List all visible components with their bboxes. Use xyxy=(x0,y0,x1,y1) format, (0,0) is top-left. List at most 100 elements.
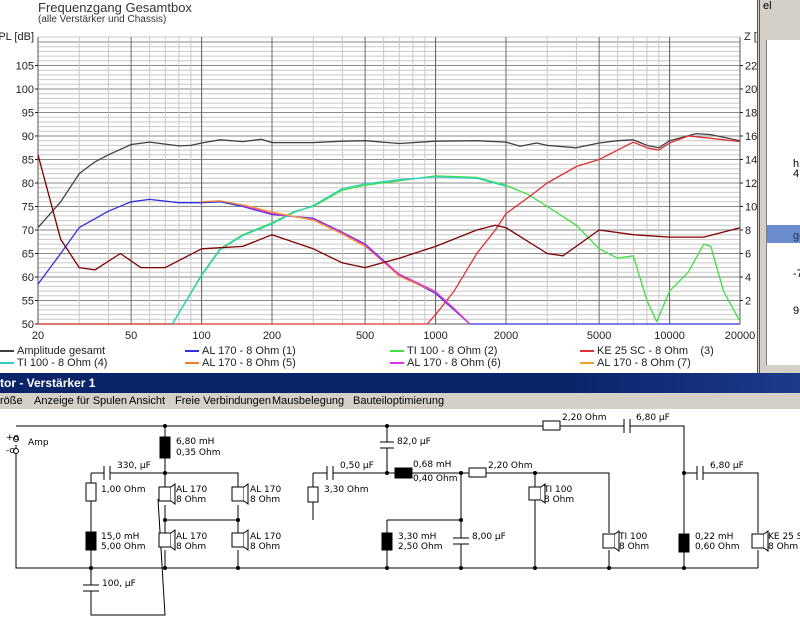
resistor-icon xyxy=(468,467,487,478)
capacitor-c6-value[interactable]: 6,80 µF xyxy=(636,413,670,423)
window-title-bar[interactable]: tor - Verstärker 1 xyxy=(0,373,800,393)
menu-anzeige-fuer-spulen[interactable]: Anzeige für Spulen xyxy=(34,395,127,407)
legend-item: AL 170 - 8 Ohm (7) xyxy=(580,357,691,369)
chart-subtitle: (alle Verstärker und Chassis) xyxy=(38,14,167,25)
speaker-2-impedance[interactable]: 8 Ohm xyxy=(250,495,281,505)
inductor-l2-value[interactable]: 15,0 mH xyxy=(101,532,140,542)
speaker-4-impedance[interactable]: 8 Ohm xyxy=(250,542,281,552)
legend-item: TI 100 - 8 Ohm (4) xyxy=(0,357,107,369)
speaker-6-impedance[interactable]: 8 Ohm xyxy=(619,542,650,552)
capacitor-c3-value[interactable]: 82,0 µF xyxy=(397,437,431,447)
resistor-r1-value[interactable]: 1,00 Ohm xyxy=(101,485,146,495)
inductor-l5-value[interactable]: 0,22 mH xyxy=(695,532,734,542)
legend-label: Amplitude gesamt xyxy=(17,345,106,357)
y2-axis-label: Z [Ohm] xyxy=(744,31,758,43)
speaker-1-name[interactable]: AL 170 xyxy=(176,485,208,495)
capacitor-c5-value[interactable]: 8,00 µF xyxy=(472,532,506,542)
capacitor-icon xyxy=(83,584,99,592)
resistor-r3-value[interactable]: 2,20 Ohm xyxy=(488,461,533,471)
schematic-drawing xyxy=(13,419,769,616)
legend-swatch xyxy=(390,350,404,352)
legend-item: AL 170 - 8 Ohm (5) xyxy=(185,357,296,369)
resistor-icon xyxy=(542,420,561,431)
speaker-5-name[interactable]: TI 100 xyxy=(544,485,573,495)
circuit-schematic[interactable]: +o -o Amp 6,80 mH 0,35 Ohm 330, µF 1,00 … xyxy=(0,409,800,632)
capacitor-icon xyxy=(623,419,631,433)
capacitor-c1-value[interactable]: 330, µF xyxy=(117,461,151,471)
junction-dots xyxy=(89,424,686,570)
inductor-l2-resistance[interactable]: 5,00 Ohm xyxy=(101,542,146,552)
speaker-6-name[interactable]: TI 100 xyxy=(619,532,648,542)
inductor-l1-value[interactable]: 6,80 mH xyxy=(176,437,215,447)
menu-bauteiloptimierung[interactable]: Bauteiloptimierung xyxy=(353,395,445,407)
legend-label: TI 100 - 8 Ohm (2) xyxy=(407,345,498,357)
legend-swatch xyxy=(390,362,404,364)
speaker-2-name[interactable]: AL 170 xyxy=(250,485,282,495)
frequency-response-chart: 50 55 60 65 70 75 80 85 90 95 100 105 2 4 6 8 10 12 14 16 18… xyxy=(0,0,758,369)
speaker-icon xyxy=(231,483,249,505)
window-title: tor - Verstärker 1 xyxy=(0,376,96,390)
capacitor-icon xyxy=(380,441,394,449)
fragment-text: 4. xyxy=(793,168,800,180)
capacitor-icon xyxy=(696,466,704,480)
speaker-1-impedance[interactable]: 8 Ohm xyxy=(176,495,207,505)
speaker-7-name[interactable]: KE 25 S xyxy=(768,532,800,542)
y2-tick-label: 8 xyxy=(745,225,751,237)
y-tick-label: 75 xyxy=(22,202,34,214)
legend-item: AL 170 - 8 Ohm (1) xyxy=(185,345,296,357)
speaker-icon xyxy=(231,529,249,551)
inductor-icon xyxy=(394,467,413,479)
background-window[interactable]: el h 4. ge -7 9 xyxy=(757,0,800,373)
inductor-l1-resistance[interactable]: 0,35 Ohm xyxy=(176,448,221,458)
menu-ansicht[interactable]: Ansicht xyxy=(129,395,166,407)
speaker-7-impedance[interactable]: 8 Ohm xyxy=(768,542,799,552)
series-line-ti-100-8-ohm-2- xyxy=(38,175,741,325)
amp-label: Amp xyxy=(28,438,49,448)
capacitor-c2-value[interactable]: 100, µF xyxy=(102,579,136,589)
resistor-icon xyxy=(85,482,97,502)
resistors xyxy=(85,420,561,503)
y2-tick-label: 6 xyxy=(745,249,751,261)
amp-plus-terminal[interactable]: +o xyxy=(6,433,20,443)
speaker-4-name[interactable]: AL 170 xyxy=(250,532,282,542)
inductor-icon xyxy=(85,531,97,551)
capacitors xyxy=(83,419,704,592)
inductor-l4-value[interactable]: 3,30 mH xyxy=(398,532,437,542)
chart-plot: 50 55 60 65 70 75 80 85 90 95 100 105 2 4 6 8 10 12 14 16 18… xyxy=(0,31,758,342)
speaker-icon xyxy=(158,483,176,505)
amp-minus-terminal[interactable]: -o xyxy=(6,446,15,456)
legend-label: AL 170 - 8 Ohm (1) xyxy=(202,345,296,357)
speaker-3-impedance[interactable]: 8 Ohm xyxy=(176,542,207,552)
legend-item: TI 100 - 8 Ohm (2) xyxy=(390,345,497,357)
x-tick-label: 2000 xyxy=(494,330,518,342)
menu-mausbelegung[interactable]: Mausbelegung xyxy=(272,395,345,407)
speaker-5-impedance[interactable]: 8 Ohm xyxy=(544,495,575,505)
y-tick-label: 70 xyxy=(22,225,34,237)
y2-tick-label: 18 xyxy=(745,108,757,120)
inductor-icon xyxy=(159,436,171,459)
inductor-l4-resistance[interactable]: 2,50 Ohm xyxy=(398,542,443,552)
speaker-icon xyxy=(751,530,769,552)
inductor-l5-resistance[interactable]: 0,60 Ohm xyxy=(695,542,740,552)
capacitor-c7-value[interactable]: 6,80 µF xyxy=(710,461,744,471)
x-tick-label: 20000 xyxy=(725,330,756,342)
inductor-icon xyxy=(381,532,393,551)
y-tick-label: 65 xyxy=(22,249,34,261)
resistor-r2-value[interactable]: 3,30 Ohm xyxy=(324,485,369,495)
capacitor-icon xyxy=(326,466,334,480)
inductor-l3-resistance[interactable]: 0,40 Ohm xyxy=(413,474,458,484)
y2-tick-label: 14 xyxy=(745,155,757,167)
menu-groesse[interactable]: röße xyxy=(0,395,23,407)
amp-terminals xyxy=(13,436,19,454)
capacitor-c4-value[interactable]: 0,50 µF xyxy=(340,461,374,471)
speaker-3-name[interactable]: AL 170 xyxy=(176,532,208,542)
resistor-r4-value[interactable]: 2,20 Ohm xyxy=(562,413,607,423)
fragment-text: 9 xyxy=(793,305,800,317)
y2-tick-label: 2 xyxy=(745,296,751,308)
capacitor-icon xyxy=(103,466,111,480)
series-line-amplitude-gesamt xyxy=(37,132,741,229)
y-tick-label: 50 xyxy=(22,319,34,331)
inductor-l3-value[interactable]: 0,68 mH xyxy=(413,460,452,470)
y-tick-label: 60 xyxy=(22,272,34,284)
menu-freie-verbindungen[interactable]: Freie Verbindungen xyxy=(175,395,272,407)
